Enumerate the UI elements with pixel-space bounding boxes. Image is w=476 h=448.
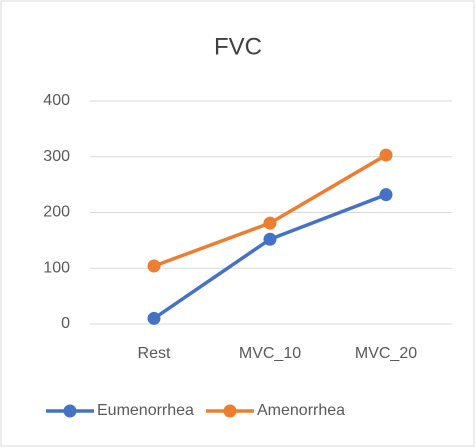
x-tick-label: MVC_20 — [355, 345, 417, 362]
y-tick-label: 300 — [43, 148, 70, 165]
y-tick-label: 100 — [43, 259, 70, 276]
chart-title: FVC — [214, 33, 262, 60]
x-tick-label: Rest — [138, 345, 171, 362]
data-point — [147, 311, 161, 325]
y-tick-label: 400 — [43, 92, 70, 109]
y-tick-label: 200 — [43, 204, 70, 221]
legend-label: Amenorrhea — [257, 402, 345, 419]
data-point — [147, 259, 161, 273]
legend-marker — [63, 404, 77, 418]
y-tick-label: 0 — [61, 315, 70, 332]
data-point — [379, 188, 393, 202]
x-tick-label: MVC_10 — [239, 345, 301, 362]
data-point — [263, 216, 277, 230]
legend-label: Eumenorrhea — [97, 402, 194, 419]
data-point — [263, 232, 277, 246]
legend-marker — [223, 404, 237, 418]
data-point — [379, 148, 393, 162]
